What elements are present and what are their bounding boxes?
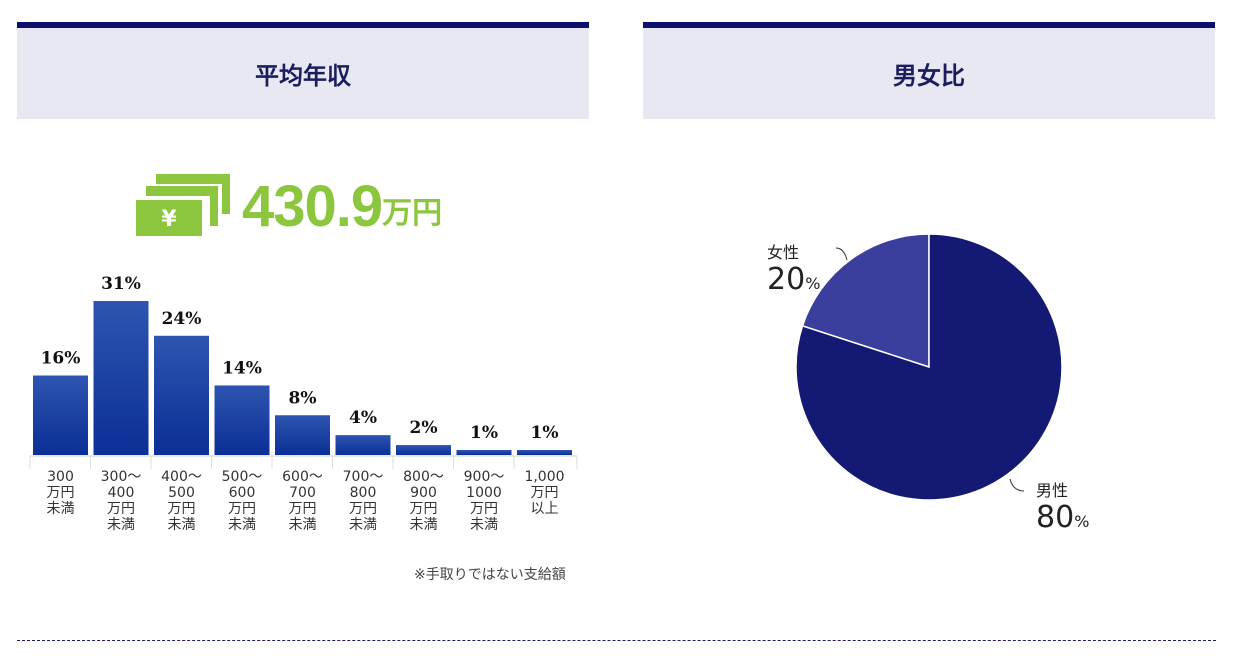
category-label: 未満 xyxy=(168,517,196,533)
gender-panel-header: 男女比 xyxy=(643,22,1215,119)
category-label: 300〜 xyxy=(101,469,142,485)
gender-title: 男女比 xyxy=(893,62,965,90)
average-income-value: 430.9 xyxy=(242,174,383,239)
pie-label-female-name: 女性 xyxy=(767,243,800,262)
category-label: 未満 xyxy=(410,517,438,533)
svg-text:¥: ¥ xyxy=(161,207,177,232)
category-label: 未満 xyxy=(470,517,498,533)
category-label: 万円 xyxy=(168,501,196,517)
pie-label-female-value: 20 xyxy=(767,262,806,298)
category-label: 500〜 xyxy=(222,469,263,485)
category-label: 700 xyxy=(289,485,316,501)
category-label: 500 xyxy=(168,485,195,501)
pie-slice xyxy=(801,233,930,369)
money-icon: ¥ xyxy=(136,174,230,236)
category-label: 未満 xyxy=(349,517,377,533)
category-label: 未満 xyxy=(47,501,75,517)
category-label: 未満 xyxy=(289,517,317,533)
category-label: 600 xyxy=(229,485,256,501)
category-label: 900〜 xyxy=(464,469,505,485)
pie-label-male-value: 80 xyxy=(1036,500,1075,536)
category-label: 万円 xyxy=(47,485,75,501)
bar-value-label: 24% xyxy=(162,309,202,329)
category-label: 以上 xyxy=(531,501,559,517)
category-label: 700〜 xyxy=(343,469,384,485)
pie-label-male: 男性 80% xyxy=(1036,481,1089,536)
bar-value-label: 14% xyxy=(222,358,262,378)
pie-label-female: 女性 20% xyxy=(767,243,820,298)
category-label: 万円 xyxy=(470,501,498,517)
bar xyxy=(93,301,149,455)
average-income-unit: 万円 xyxy=(382,196,443,231)
bar xyxy=(33,375,88,455)
bar-value-label: 8% xyxy=(289,388,317,408)
bar xyxy=(396,445,451,455)
category-label: 300 xyxy=(47,469,74,485)
category-label: 900 xyxy=(410,485,437,501)
category-label: 600〜 xyxy=(282,469,323,485)
bar xyxy=(456,450,512,455)
leader-line xyxy=(835,247,848,261)
category-label: 万円 xyxy=(228,501,256,517)
pie-label-female-pct: % xyxy=(805,274,821,294)
bar-value-label: 2% xyxy=(410,418,438,438)
category-label: 800〜 xyxy=(403,469,444,485)
bar-value-label: 1% xyxy=(470,423,498,443)
pie-label-male-name: 男性 xyxy=(1036,481,1069,500)
average-income: ¥ 430.9 万円 xyxy=(136,172,442,236)
category-label: 未満 xyxy=(107,517,135,533)
category-label: 万円 xyxy=(410,501,438,517)
income-title: 平均年収 xyxy=(255,62,351,90)
pie-label-male-pct: % xyxy=(1074,512,1090,532)
category-label: 1000 xyxy=(466,485,502,501)
category-label: 万円 xyxy=(349,501,377,517)
category-label: 万円 xyxy=(107,501,135,517)
bar xyxy=(335,435,391,455)
leader-line xyxy=(1009,478,1025,492)
bar xyxy=(214,385,270,455)
bar xyxy=(517,450,572,455)
income-panel-header: 平均年収 xyxy=(17,22,589,119)
salary-note: ※手取りではない支給額 xyxy=(414,567,566,583)
bar xyxy=(154,335,209,455)
divider xyxy=(17,640,1216,641)
bar-value-label: 16% xyxy=(41,349,81,369)
bar-value-label: 4% xyxy=(349,408,377,428)
bar-value-label: 31% xyxy=(101,274,141,294)
category-label: 400〜 xyxy=(161,469,202,485)
bar-value-label: 1% xyxy=(531,423,559,443)
category-label: 800 xyxy=(350,485,377,501)
category-label: 未満 xyxy=(228,517,256,533)
category-label: 万円 xyxy=(289,501,317,517)
category-label: 1,000 xyxy=(524,469,564,485)
category-label: 400 xyxy=(108,485,135,501)
category-label: 万円 xyxy=(531,485,559,501)
pie-slice xyxy=(795,233,1063,501)
bar xyxy=(275,415,330,455)
